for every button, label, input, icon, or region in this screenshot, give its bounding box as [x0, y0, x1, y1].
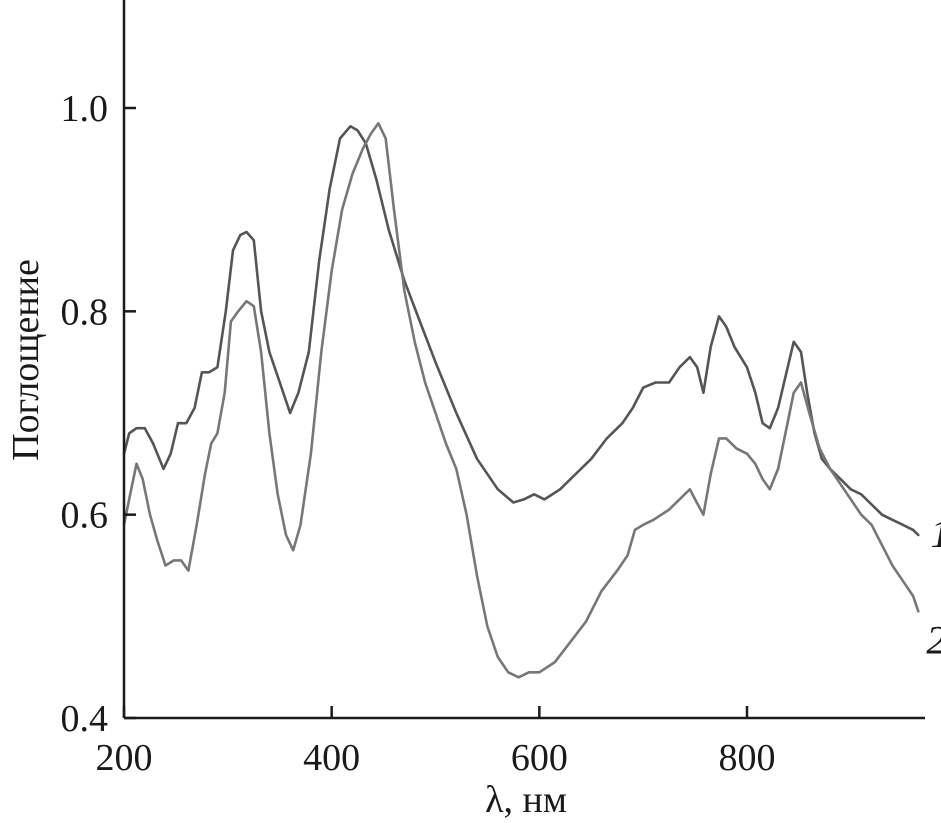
- y-tick-label: 0.8: [61, 291, 109, 333]
- series-line-1: [122, 125, 920, 537]
- y-axis-ticks: 0.4 0.6 0.8 1.0: [61, 88, 136, 740]
- x-axis-ticks: 200 400 600 800: [96, 706, 776, 779]
- x-tick-label: 600: [511, 737, 568, 779]
- series-label-1: 1: [930, 511, 941, 556]
- y-tick-label: 0.6: [61, 495, 109, 537]
- y-axis-title: Поглощение: [5, 259, 47, 461]
- x-tick-label: 400: [303, 737, 360, 779]
- axes: [122, 0, 925, 720]
- series-label-2: 2: [926, 617, 941, 662]
- y-tick-label: 0.4: [61, 698, 109, 740]
- x-tick-label: 800: [719, 737, 776, 779]
- series-line-2: [122, 122, 920, 679]
- y-tick-label: 1.0: [61, 88, 109, 130]
- series-labels: 12: [926, 511, 941, 662]
- x-axis-title: λ, нм: [485, 779, 567, 821]
- plot-area: [122, 122, 920, 679]
- x-tick-label: 200: [96, 737, 153, 779]
